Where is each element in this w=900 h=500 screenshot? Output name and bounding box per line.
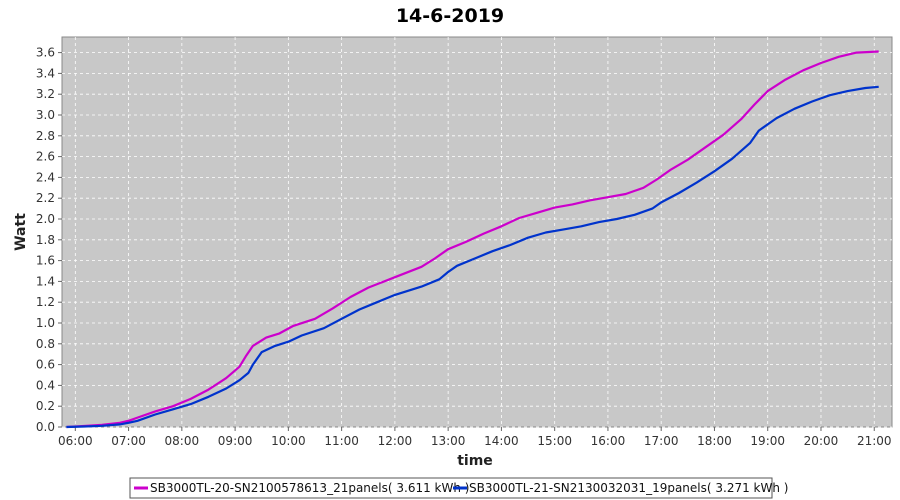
- series-line-1: [66, 50, 879, 429]
- y-tick-label: 1.6: [36, 254, 55, 268]
- x-tick-label: 19:00: [750, 434, 785, 448]
- y-tick-label: 2.2: [36, 191, 55, 205]
- x-tick-label: 20:00: [804, 434, 839, 448]
- y-axis: 0.0 0.2 0.4 0.6 0.8 1.0 1.2 1.4 1.6 1.8 2.0 2.2 2.4 2…: [36, 46, 62, 434]
- x-tick-label: 12:00: [378, 434, 413, 448]
- legend-box: [129, 477, 773, 499]
- x-tick-label: 18:00: [697, 434, 732, 448]
- x-tick-label: 07:00: [111, 434, 146, 448]
- x-tick-label: 13:00: [431, 434, 466, 448]
- x-axis: 06:00 07:00 08:00 09:00 10:00 11:00 12:00 13:00…: [58, 427, 892, 448]
- x-tick-label: 08:00: [165, 434, 200, 448]
- x-tick-label: 09:00: [218, 434, 253, 448]
- y-tick-label: 2.4: [36, 170, 55, 184]
- y-tick-label: 2.8: [36, 129, 55, 143]
- x-tick-label: 21:00: [857, 434, 892, 448]
- y-tick-label: 2.0: [36, 212, 55, 226]
- y-tick-label: 1.0: [36, 316, 55, 330]
- x-tick-label: 16:00: [591, 434, 626, 448]
- x-tick-label: 06:00: [58, 434, 93, 448]
- y-tick-label: 0.0: [36, 420, 55, 434]
- legend-label-1: SB3000TL-20-SN2100578613_21panels( 3.611…: [150, 481, 469, 495]
- y-tick-label: 0.6: [36, 358, 55, 372]
- series-line-2: [66, 85, 879, 429]
- y-tick-label: 3.4: [36, 66, 55, 80]
- x-tick-label: 14:00: [484, 434, 519, 448]
- y-axis-label: Watt: [13, 213, 29, 251]
- y-tick-label: 0.8: [36, 337, 55, 351]
- y-tick-label: 1.4: [36, 274, 55, 288]
- plot-area: [61, 36, 893, 428]
- y-tick-label: 3.6: [36, 46, 55, 60]
- y-tick-label: 0.4: [36, 378, 55, 392]
- y-tick-label: 1.8: [36, 233, 55, 247]
- y-tick-label: 3.0: [36, 108, 55, 122]
- y-tick-label: 0.2: [36, 399, 55, 413]
- x-tick-label: 10:00: [271, 434, 306, 448]
- series-group: [66, 50, 879, 429]
- x-tick-label: 17:00: [644, 434, 679, 448]
- x-tick-label: 11:00: [324, 434, 359, 448]
- y-tick-label: 1.2: [36, 295, 55, 309]
- x-axis-label: time: [457, 453, 493, 469]
- chart-title: 14-6-2019: [396, 5, 504, 27]
- y-tick-label: 2.6: [36, 150, 55, 164]
- legend: SB3000TL-20-SN2100578613_21panels( 3.611…: [129, 477, 788, 499]
- x-tick-label: 15:00: [537, 434, 572, 448]
- y-tick-label: 3.2: [36, 87, 55, 101]
- legend-label-2: SB3000TL-21-SN2130032031_19panels( 3.271…: [469, 481, 788, 495]
- grid-lines: [62, 37, 892, 428]
